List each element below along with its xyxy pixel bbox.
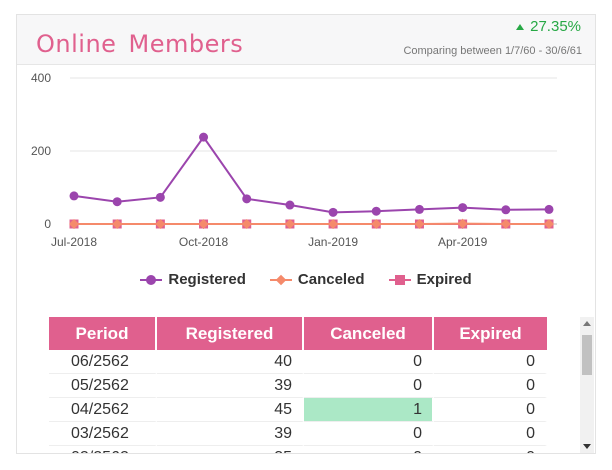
data-point-registered[interactable]	[285, 200, 295, 210]
triangle-up-icon	[516, 23, 525, 30]
chart-legend: Registered Canceled Expired	[17, 271, 595, 288]
scroll-down-arrow-icon[interactable]	[583, 444, 591, 449]
data-point-registered[interactable]	[242, 194, 252, 204]
data-point-canceled[interactable]	[457, 218, 468, 229]
series-line-registered	[73, 135, 550, 214]
table-row: 03/2562 39 0 0	[49, 422, 547, 446]
data-point-canceled[interactable]	[198, 219, 209, 229]
table-row: 06/2562 40 0 0	[49, 350, 547, 374]
members-line-chart: 0 200 400 Jul-2018 Oct-2018 Jan-2019 Apr-2019	[31, 71, 557, 249]
cell-canceled: 1	[304, 398, 434, 422]
cell-period: 05/2562	[49, 374, 157, 398]
cell-canceled: 0	[304, 374, 434, 398]
legend-item-canceled[interactable]: Canceled	[269, 271, 365, 288]
legend-label: Canceled	[297, 271, 365, 288]
cell-registered: 45	[157, 398, 304, 422]
data-point-registered[interactable]	[112, 197, 122, 207]
column-header-registered[interactable]: Registered	[157, 317, 304, 350]
cell-period: 02/2562	[49, 446, 157, 453]
table-header-row: Period Registered Canceled Expired	[49, 317, 547, 350]
data-point-canceled[interactable]	[284, 219, 295, 229]
members-table: Period Registered Canceled Expired 06/25…	[49, 317, 547, 453]
table-scrollbar[interactable]	[580, 317, 594, 453]
card-header: Online Members 27.35% Comparing between …	[17, 15, 595, 65]
data-point-registered[interactable]	[371, 206, 381, 216]
data-point-registered[interactable]	[458, 203, 468, 213]
data-point-canceled[interactable]	[328, 219, 339, 229]
diamond-marker-icon	[269, 274, 292, 286]
table-row: 05/2562 39 0 0	[49, 374, 547, 398]
chart-series	[69, 132, 554, 229]
cell-expired: 0	[434, 374, 547, 398]
data-point-canceled[interactable]	[155, 219, 166, 229]
data-point-canceled[interactable]	[414, 219, 425, 229]
x-tick-label: Oct-2018	[179, 235, 229, 249]
comparing-range: Comparing between 1/7/60 - 30/6/61	[403, 45, 582, 57]
data-point-registered[interactable]	[544, 204, 554, 214]
data-point-registered[interactable]	[414, 204, 424, 214]
cell-registered: 39	[157, 374, 304, 398]
data-point-registered[interactable]	[155, 192, 165, 202]
data-point-registered[interactable]	[328, 207, 338, 217]
table-row: 02/25623500	[49, 446, 547, 453]
cell-period: 06/2562	[49, 350, 157, 374]
x-tick-label: Apr-2019	[438, 235, 488, 249]
y-tick-label: 400	[31, 71, 51, 85]
members-table-container[interactable]: Period Registered Canceled Expired 06/25…	[49, 317, 547, 453]
data-point-canceled[interactable]	[371, 219, 382, 229]
cell-registered: 35	[157, 446, 304, 453]
data-point-canceled[interactable]	[241, 219, 252, 229]
circle-marker-icon	[140, 274, 163, 286]
legend-item-expired[interactable]: Expired	[388, 271, 472, 288]
cell-expired: 0	[434, 350, 547, 374]
data-point-registered[interactable]	[501, 205, 511, 215]
x-tick-label: Jul-2018	[51, 235, 97, 249]
legend-label: Registered	[168, 271, 246, 288]
data-point-canceled[interactable]	[112, 219, 123, 229]
cell-registered: 40	[157, 350, 304, 374]
column-header-canceled[interactable]: Canceled	[304, 317, 434, 350]
cell-period: 03/2562	[49, 422, 157, 446]
data-point-registered[interactable]	[69, 191, 79, 201]
column-header-period[interactable]: Period	[49, 317, 157, 350]
cell-period: 04/2562	[49, 398, 157, 422]
cell-expired: 0	[434, 446, 547, 453]
scroll-up-arrow-icon[interactable]	[583, 321, 591, 326]
cell-registered: 39	[157, 422, 304, 446]
data-point-canceled[interactable]	[544, 219, 554, 229]
data-point-canceled[interactable]	[69, 219, 79, 229]
legend-item-registered[interactable]: Registered	[140, 271, 246, 288]
data-point-registered[interactable]	[199, 132, 209, 142]
cell-canceled: 0	[304, 446, 434, 453]
y-tick-label: 200	[31, 144, 51, 158]
cell-expired: 0	[434, 422, 547, 446]
card-title: Online Members	[36, 30, 244, 58]
column-header-expired[interactable]: Expired	[434, 317, 547, 350]
cell-expired: 0	[434, 398, 547, 422]
cell-canceled: 0	[304, 422, 434, 446]
square-marker-icon	[388, 274, 411, 286]
data-point-canceled[interactable]	[500, 219, 511, 229]
trend-value: 27.35%	[530, 18, 581, 35]
legend-label: Expired	[416, 271, 472, 288]
chart-grid	[70, 77, 557, 225]
table-row: 04/2562 45 1 0	[49, 398, 547, 422]
trend-indicator: 27.35%	[516, 18, 581, 35]
y-tick-label: 0	[44, 217, 51, 231]
x-tick-label: Jan-2019	[308, 235, 358, 249]
cell-canceled: 0	[304, 350, 434, 374]
online-members-card: Online Members 27.35% Comparing between …	[16, 14, 596, 454]
scroll-thumb[interactable]	[582, 335, 592, 375]
